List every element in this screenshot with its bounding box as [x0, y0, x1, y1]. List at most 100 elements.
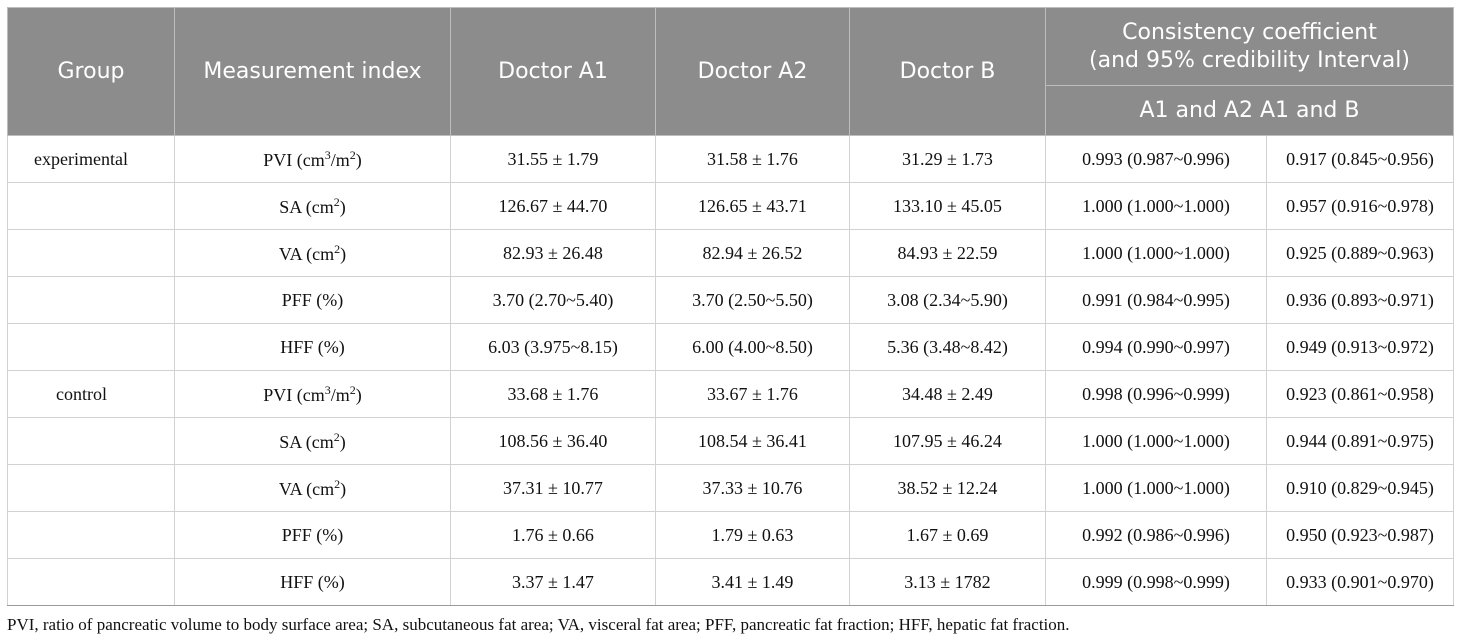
doctor-b-cell: 84.93 ± 22.59: [849, 229, 1046, 277]
doctor-a2-cell: 3.70 (2.50~5.50): [655, 276, 850, 324]
consistency-a1-a2-cell: 0.999 (0.998~0.999): [1045, 558, 1267, 606]
consistency-a1-b-cell: 0.925 (0.889~0.963): [1266, 229, 1454, 277]
consistency-a1-b-cell: 0.950 (0.923~0.987): [1266, 511, 1454, 559]
doctor-b-cell: 31.29 ± 1.73: [849, 135, 1046, 183]
group-cell: [7, 511, 175, 559]
consistency-a1-b-cell: 0.944 (0.891~0.975): [1266, 417, 1454, 465]
doctor-a1-cell: 37.31 ± 10.77: [450, 464, 656, 512]
doctor-b-cell: 38.52 ± 12.24: [849, 464, 1046, 512]
consistency-a1-a2-cell: 0.991 (0.984~0.995): [1045, 276, 1267, 324]
doctor-a2-cell: 108.54 ± 36.41: [655, 417, 850, 465]
index-text: VA (cm: [278, 478, 335, 499]
table-footnote: PVI, ratio of pancreatic volume to body …: [7, 615, 1070, 634]
header-group: Group: [7, 7, 175, 136]
table-row: SA (cm2) 126.67 ± 44.70 126.65 ± 43.71 133.…: [7, 182, 1454, 230]
doctor-a2-cell: 126.65 ± 43.71: [655, 182, 850, 230]
index-text: PVI (cm: [263, 149, 325, 170]
index-superscript: 2: [349, 147, 356, 162]
group-cell: [7, 182, 175, 230]
group-cell: [7, 323, 175, 371]
consistency-a1-b-cell: 0.917 (0.845~0.956): [1266, 135, 1454, 183]
index-text: ): [340, 243, 347, 264]
doctor-a1-cell: 6.03 (3.975~8.15): [450, 323, 656, 371]
index-text: ): [355, 384, 362, 405]
results-table: Group Measurement index Doctor A1 Doctor…: [7, 7, 1454, 606]
index-superscript: 2: [349, 382, 356, 397]
doctor-b-cell: 3.13 ± 1782: [849, 558, 1046, 606]
measurement-index-cell: HFF (%): [174, 323, 451, 371]
consistency-a1-a2-cell: 1.000 (1.000~1.000): [1045, 417, 1267, 465]
index-superscript: 2: [333, 194, 340, 209]
table-body: experimental PVI (cm3/m2) 31.55 ± 1.79 31.5…: [7, 135, 1454, 606]
doctor-a1-cell: 82.93 ± 26.48: [450, 229, 656, 277]
index-text: SA (cm: [279, 431, 334, 452]
doctor-a1-cell: 108.56 ± 36.40: [450, 417, 656, 465]
index-text: ): [339, 431, 346, 452]
group-cell: [7, 464, 175, 512]
consistency-a1-a2-cell: 1.000 (1.000~1.000): [1045, 182, 1267, 230]
group-cell: control: [7, 370, 175, 418]
header-measurement-index: Measurement index: [174, 7, 451, 136]
table-row: control PVI (cm3/m2) 33.68 ± 1.76 33.67 ± 1…: [7, 370, 1454, 418]
doctor-a2-cell: 1.79 ± 0.63: [655, 511, 850, 559]
group-cell: [7, 229, 175, 277]
measurement-index-cell: PFF (%): [174, 276, 451, 324]
group-cell: experimental: [7, 135, 175, 183]
index-text: PFF (%): [281, 524, 344, 545]
consistency-a1-b-cell: 0.949 (0.913~0.972): [1266, 323, 1454, 371]
group-cell: [7, 558, 175, 606]
table-row: VA (cm2) 37.31 ± 10.77 37.33 ± 10.76 38.52 …: [7, 464, 1454, 512]
doctor-a2-cell: 37.33 ± 10.76: [655, 464, 850, 512]
group-cell: [7, 417, 175, 465]
measurement-index-cell: HFF (%): [174, 558, 451, 606]
consistency-a1-b-cell: 0.910 (0.829~0.945): [1266, 464, 1454, 512]
header-consistency-line1: Consistency coefficient: [1122, 19, 1377, 45]
index-text: ): [340, 478, 347, 499]
index-superscript: 2: [333, 429, 340, 444]
index-text: HFF (%): [280, 336, 345, 357]
index-superscript: 3: [324, 382, 331, 397]
header-consistency-line2: (and 95% credibility Interval): [1089, 47, 1410, 73]
index-superscript: 3: [324, 147, 331, 162]
index-text: PFF (%): [281, 289, 344, 310]
consistency-a1-a2-cell: 0.992 (0.986~0.996): [1045, 511, 1267, 559]
doctor-a2-cell: 3.41 ± 1.49: [655, 558, 850, 606]
header-doctor-a2: Doctor A2: [655, 7, 850, 136]
consistency-a1-b-cell: 0.936 (0.893~0.971): [1266, 276, 1454, 324]
index-text: HFF (%): [280, 571, 345, 592]
doctor-b-cell: 34.48 ± 2.49: [849, 370, 1046, 418]
doctor-a1-cell: 33.68 ± 1.76: [450, 370, 656, 418]
consistency-a1-b-cell: 0.923 (0.861~0.958): [1266, 370, 1454, 418]
doctor-a1-cell: 126.67 ± 44.70: [450, 182, 656, 230]
doctor-a2-cell: 31.58 ± 1.76: [655, 135, 850, 183]
table-row: HFF (%) 3.37 ± 1.47 3.41 ± 1.49 3.13 ± 1782…: [7, 558, 1454, 606]
doctor-b-cell: 1.67 ± 0.69: [849, 511, 1046, 559]
results-table-container: Group Measurement index Doctor A1 Doctor…: [7, 7, 1454, 606]
index-text: ): [339, 196, 346, 217]
consistency-a1-a2-cell: 0.994 (0.990~0.997): [1045, 323, 1267, 371]
table-row: PFF (%) 3.70 (2.70~5.40) 3.70 (2.50~5.50) 3…: [7, 276, 1454, 324]
doctor-a2-cell: 33.67 ± 1.76: [655, 370, 850, 418]
doctor-a2-cell: 6.00 (4.00~8.50): [655, 323, 850, 371]
table-row: experimental PVI (cm3/m2) 31.55 ± 1.79 31.5…: [7, 135, 1454, 183]
index-text: SA (cm: [279, 196, 334, 217]
doctor-a1-cell: 3.37 ± 1.47: [450, 558, 656, 606]
header-consistency-coefficient: Consistency coefficient (and 95% credibi…: [1045, 7, 1454, 86]
table-row: HFF (%) 6.03 (3.975~8.15) 6.00 (4.00~8.50)…: [7, 323, 1454, 371]
measurement-index-cell: VA (cm2): [174, 464, 451, 512]
table-header: Group Measurement index Doctor A1 Doctor…: [7, 7, 1454, 136]
measurement-index-cell: PVI (cm3/m2): [174, 370, 451, 418]
index-superscript: 2: [334, 476, 341, 491]
measurement-index-cell: VA (cm2): [174, 229, 451, 277]
measurement-index-cell: PVI (cm3/m2): [174, 135, 451, 183]
measurement-index-cell: PFF (%): [174, 511, 451, 559]
table-row: PFF (%) 1.76 ± 0.66 1.79 ± 0.63 1.67 ± 0.69…: [7, 511, 1454, 559]
doctor-b-cell: 3.08 (2.34~5.90): [849, 276, 1046, 324]
index-text: /m: [330, 384, 350, 405]
consistency-a1-a2-cell: 0.993 (0.987~0.996): [1045, 135, 1267, 183]
index-text: ): [355, 149, 362, 170]
index-text: /m: [330, 149, 350, 170]
table-row: VA (cm2) 82.93 ± 26.48 82.94 ± 26.52 84.93 …: [7, 229, 1454, 277]
consistency-a1-a2-cell: 1.000 (1.000~1.000): [1045, 229, 1267, 277]
consistency-a1-b-cell: 0.957 (0.916~0.978): [1266, 182, 1454, 230]
